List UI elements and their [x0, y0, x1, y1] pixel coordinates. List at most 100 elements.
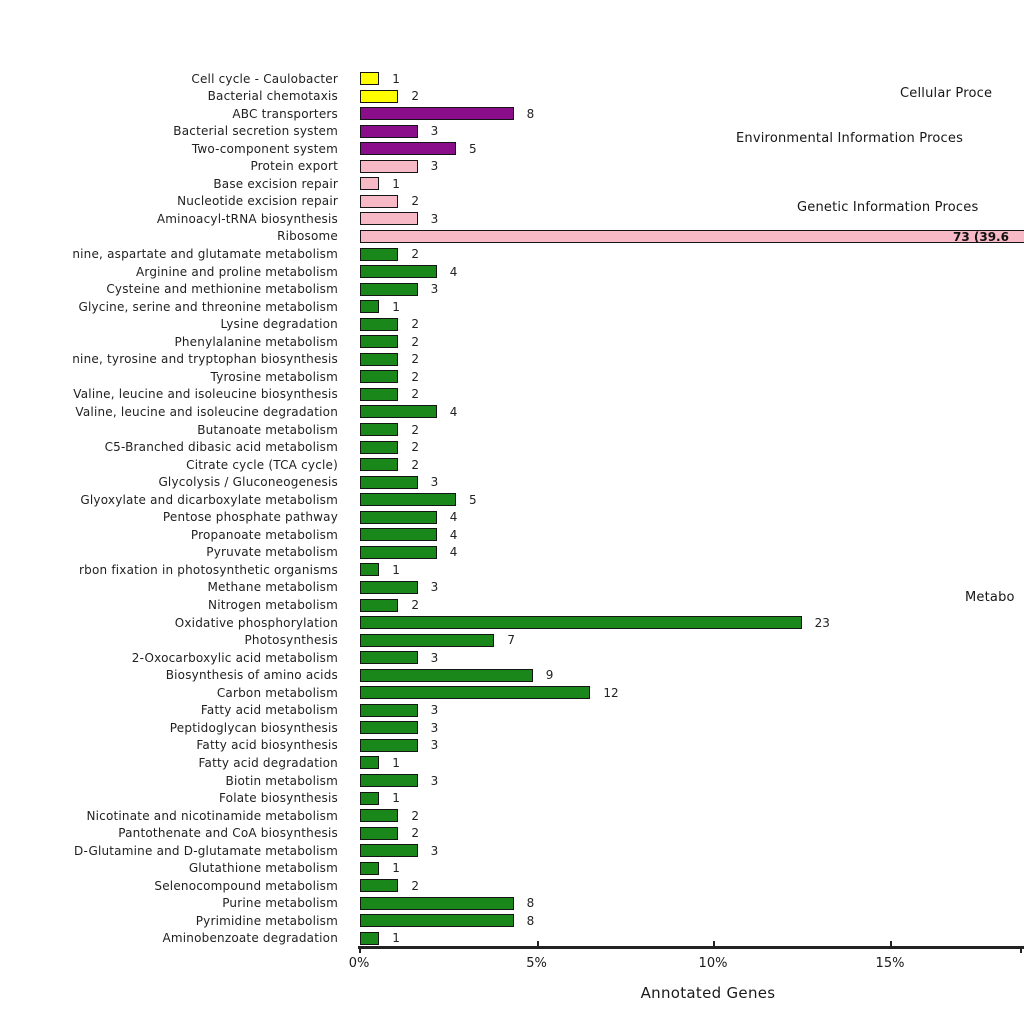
pathway-bar	[360, 72, 380, 85]
bar-value-label: 4	[449, 264, 458, 279]
bar-value-label: 2	[411, 878, 420, 893]
bar-value-label: 3	[430, 773, 439, 788]
pathway-label: Fatty acid biosynthesis	[196, 738, 338, 753]
category-label-genetic: Genetic Information Proces	[797, 200, 979, 215]
bar-value-label: 3	[430, 475, 439, 490]
bar-value-label: 2	[411, 808, 420, 823]
pathway-label: Nicotinate and nicotinamide metabolism	[86, 808, 338, 823]
pathway-label: Butanoate metabolism	[197, 422, 338, 437]
bar-value-label: 3	[430, 159, 439, 174]
pathway-label: rbon fixation in photosynthetic organism…	[79, 562, 338, 577]
category-label-environmental: Environmental Information Proces	[736, 131, 964, 146]
x-axis-end-cap	[1020, 946, 1022, 953]
bar-value-label: 2	[411, 89, 420, 104]
pathway-label: Peptidoglycan biosynthesis	[169, 720, 338, 735]
pathway-label: Base excision repair	[213, 176, 338, 191]
pathway-label: Cysteine and methionine metabolism	[106, 282, 338, 297]
pathway-bar	[360, 124, 418, 138]
bar-value-label: 4	[449, 510, 458, 525]
pathway-label: Selenocompound metabolism	[154, 878, 338, 893]
pathway-bar	[360, 651, 418, 665]
pathway-bar	[360, 633, 495, 647]
pathway-label: D-Glutamine and D-glutamate metabolism	[74, 843, 338, 858]
bar-value-label: 7	[507, 633, 516, 648]
pathway-bar	[360, 352, 399, 366]
pathway-bar	[360, 616, 802, 630]
category-label-metabolism: Metabo	[965, 590, 1015, 605]
bar-value-label: 1	[392, 299, 400, 314]
pathway-bar	[360, 879, 399, 893]
bar-value-label: 23	[814, 615, 830, 630]
bar-value-label: 1	[392, 861, 400, 876]
pathway-bar	[360, 861, 380, 875]
pathway-bar	[360, 282, 418, 296]
bar-value-label: 2	[411, 457, 420, 472]
pathway-bar	[360, 300, 380, 314]
bar-value-label: 3	[430, 211, 439, 226]
pathway-bar	[360, 493, 456, 507]
bar-value-label: 3	[430, 650, 439, 665]
pathway-label: Nucleotide excision repair	[177, 194, 338, 209]
bar-value-label: 4	[449, 404, 458, 419]
bar-value-label: 2	[411, 194, 420, 209]
x-axis-tick-label: 0%	[348, 956, 370, 971]
bar-value-label: 2	[411, 334, 420, 349]
pathway-label: Biotin metabolism	[225, 773, 338, 788]
pathway-bar	[360, 826, 399, 840]
bar-value-label: 5	[469, 141, 477, 156]
pathway-label: Cell cycle - Caulobacter	[191, 71, 338, 86]
pathway-label: Fatty acid metabolism	[200, 703, 338, 718]
x-axis-tick	[713, 941, 715, 946]
pathway-label: Bacterial chemotaxis	[207, 89, 338, 104]
bar-value-label: 1	[392, 791, 400, 806]
pathway-label: Glutathione metabolism	[188, 861, 338, 876]
pathway-label: Valine, leucine and isoleucine biosynthe…	[73, 387, 338, 402]
pathway-label: Citrate cycle (TCA cycle)	[186, 457, 338, 472]
pathway-bar	[360, 177, 380, 191]
bar-value-label: 3	[430, 282, 439, 297]
pathway-label: Protein export	[250, 159, 338, 174]
pathway-bar	[360, 914, 514, 928]
x-axis-line	[358, 946, 1024, 949]
pathway-label: Nitrogen metabolism	[208, 598, 338, 612]
pathway-bar	[360, 774, 418, 787]
bar-value-label: 2	[411, 440, 420, 455]
pathway-bar	[360, 159, 418, 173]
pathway-bar	[360, 317, 399, 331]
pathway-label: Methane metabolism	[207, 580, 338, 595]
bar-value-label: 4	[449, 545, 458, 560]
x-axis-tick	[890, 941, 892, 946]
bar-value-label: 4	[449, 527, 458, 542]
bar-value-label: 2	[411, 317, 420, 332]
bar-value-label: 2	[411, 422, 420, 437]
pathway-bar	[360, 405, 437, 419]
pathway-bar	[360, 844, 418, 858]
bar-value-label: 1	[392, 176, 400, 191]
pathway-label: Arginine and proline metabolism	[135, 264, 338, 279]
pathway-bar	[360, 756, 380, 770]
pathway-label: Glycine, serine and threonine metabolism	[78, 299, 338, 314]
pathway-label: nine, aspartate and glutamate metabolism	[72, 247, 338, 261]
pathway-label: Oxidative phosphorylation	[174, 615, 338, 630]
x-axis-tick-label: 10%	[698, 956, 728, 971]
pathway-label: Valine, leucine and isoleucine degradati…	[75, 404, 338, 419]
pathway-bar	[360, 387, 399, 401]
pathway-bar	[360, 809, 399, 823]
pathway-label: Bacterial secretion system	[173, 124, 338, 139]
bar-value-label: 1	[392, 71, 400, 86]
pathway-bar	[360, 510, 437, 524]
bar-value-label: 1	[392, 931, 400, 946]
pathway-bar	[360, 545, 437, 559]
bar-value-label: 2	[411, 247, 420, 261]
x-axis-tick-label: 15%	[875, 956, 905, 971]
pathway-label: Aminoacyl-tRNA biosynthesis	[156, 211, 338, 226]
pathway-label: Purine metabolism	[222, 896, 338, 911]
bar-value-label: 3	[430, 580, 439, 595]
bar-value-label: 2	[411, 598, 420, 612]
pathway-label: Two-component system	[191, 141, 338, 156]
pathway-bar	[360, 194, 399, 208]
pathway-label: Tyrosine metabolism	[210, 369, 338, 384]
bar-value-label: 3	[430, 738, 439, 753]
pathway-bar	[360, 370, 399, 384]
pathway-label: Photosynthesis	[244, 633, 338, 648]
